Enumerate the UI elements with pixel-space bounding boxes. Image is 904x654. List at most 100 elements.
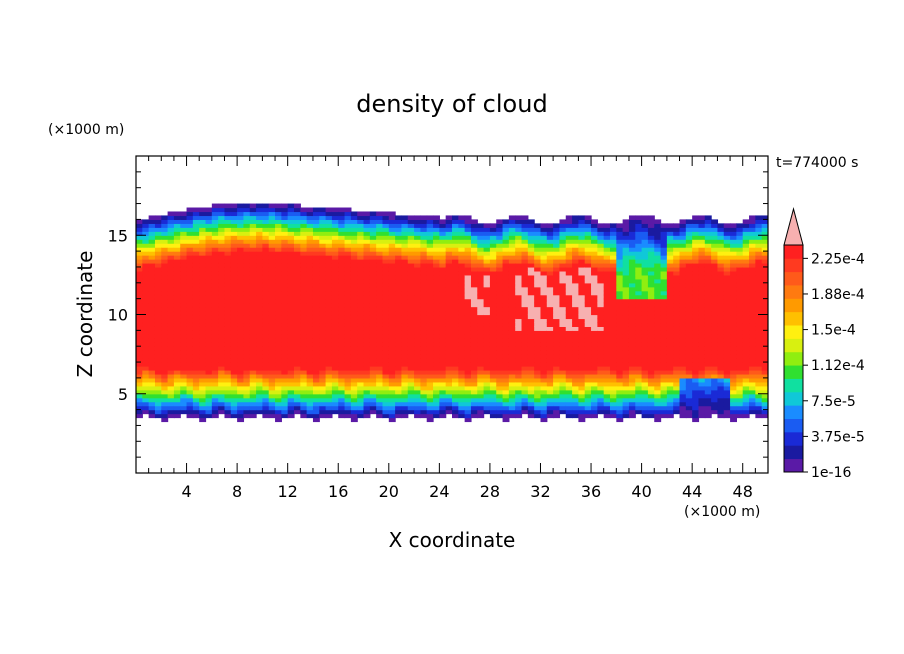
- density-cell: [622, 358, 630, 363]
- density-cell: [711, 302, 719, 308]
- density-cell: [527, 310, 535, 316]
- density-cell: [502, 385, 510, 391]
- density-cell: [186, 393, 194, 399]
- density-cell: [262, 286, 270, 292]
- density-cell: [616, 314, 624, 320]
- density-cell: [521, 377, 529, 383]
- density-cell: [483, 274, 491, 280]
- density-cell: [635, 298, 643, 304]
- density-cell: [369, 314, 377, 320]
- density-cell: [717, 334, 725, 339]
- density-cell: [546, 409, 554, 415]
- density-cell: [717, 354, 725, 359]
- density-cell: [407, 278, 415, 284]
- density-cell: [211, 231, 219, 236]
- density-cell: [369, 219, 377, 224]
- density-cell: [521, 215, 529, 220]
- density-cell: [647, 405, 655, 411]
- density-cell: [685, 369, 693, 375]
- density-cell: [527, 290, 535, 296]
- density-cell: [256, 342, 263, 347]
- density-cell: [452, 247, 459, 252]
- density-cell: [420, 405, 428, 411]
- density-cell: [407, 373, 415, 379]
- density-cell: [489, 306, 497, 312]
- density-cell: [698, 270, 706, 276]
- density-cell: [622, 369, 630, 375]
- density-cell: [458, 413, 466, 419]
- density-cell: [673, 326, 681, 331]
- density-cell: [294, 211, 301, 217]
- density-cell: [698, 290, 706, 296]
- density-cell: [508, 223, 516, 228]
- density-cell: [527, 318, 535, 324]
- density-cell: [350, 255, 358, 260]
- density-cell: [363, 262, 371, 268]
- density-cell: [464, 413, 472, 419]
- density-cell: [230, 314, 238, 320]
- density-cell: [647, 310, 655, 316]
- density-cell: [635, 389, 643, 395]
- density-cell: [483, 294, 491, 300]
- density-cell: [692, 310, 700, 316]
- density-cell: [534, 239, 542, 244]
- density-cell: [325, 274, 333, 280]
- density-cell: [496, 413, 504, 419]
- density-cell: [717, 338, 725, 343]
- density-cell: [275, 310, 282, 316]
- density-cell: [319, 227, 327, 232]
- density-cell: [294, 326, 301, 331]
- density-cell: [483, 362, 491, 367]
- density-cell: [591, 366, 598, 371]
- density-cell: [262, 211, 270, 217]
- density-cell: [350, 381, 358, 387]
- density-cell: [635, 239, 643, 244]
- density-cell: [142, 239, 150, 244]
- density-cell: [312, 358, 320, 363]
- density-cell: [287, 278, 295, 284]
- density-cell: [458, 255, 466, 260]
- density-cell: [192, 255, 200, 260]
- density-cell: [382, 211, 390, 217]
- density-cell: [489, 243, 497, 248]
- density-cell: [300, 243, 308, 248]
- density-cell: [616, 223, 624, 228]
- density-cell: [237, 262, 245, 268]
- density-cell: [338, 338, 346, 343]
- density-cell: [508, 377, 516, 383]
- density-cell: [622, 306, 630, 312]
- density-cell: [452, 358, 459, 363]
- density-cell: [211, 306, 219, 312]
- density-cell: [249, 346, 257, 351]
- density-cell: [458, 227, 466, 232]
- density-cell: [173, 358, 181, 363]
- density-cell: [502, 350, 510, 355]
- density-cell: [154, 397, 162, 403]
- density-cell: [679, 235, 687, 240]
- density-cell: [173, 354, 181, 359]
- density-cell: [628, 259, 636, 264]
- density-cell: [717, 266, 725, 272]
- density-cell: [186, 278, 194, 284]
- density-cell: [230, 354, 238, 359]
- density-cell: [167, 393, 175, 399]
- density-cell: [445, 266, 453, 272]
- density-cell: [256, 409, 263, 415]
- density-cell: [426, 354, 434, 359]
- density-cell: [154, 401, 162, 407]
- density-cell: [540, 282, 548, 288]
- density-cell: [515, 231, 523, 236]
- density-cell: [268, 266, 276, 272]
- density-cell: [186, 377, 194, 383]
- density-cell: [300, 219, 308, 224]
- density-cell: [319, 401, 327, 407]
- density-cell: [420, 239, 428, 244]
- density-cell: [275, 266, 282, 272]
- density-cell: [211, 227, 219, 232]
- density-cell: [584, 231, 592, 236]
- density-cell: [603, 223, 611, 228]
- density-cell: [287, 227, 295, 232]
- density-cell: [616, 334, 624, 339]
- density-cell: [382, 286, 390, 292]
- density-cell: [281, 350, 289, 355]
